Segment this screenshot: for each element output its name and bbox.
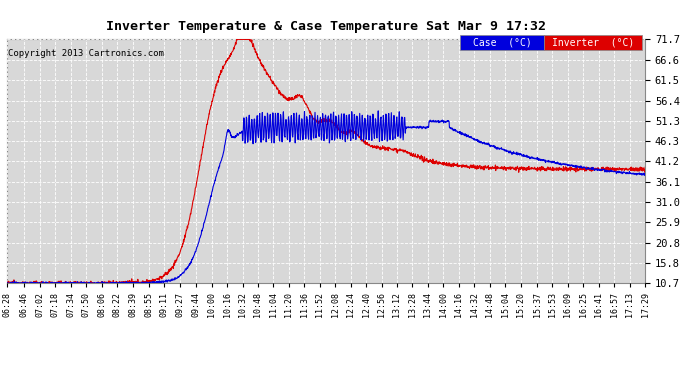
Text: Copyright 2013 Cartronics.com: Copyright 2013 Cartronics.com [8, 49, 164, 58]
Title: Inverter Temperature & Case Temperature Sat Mar 9 17:32: Inverter Temperature & Case Temperature … [106, 20, 546, 33]
